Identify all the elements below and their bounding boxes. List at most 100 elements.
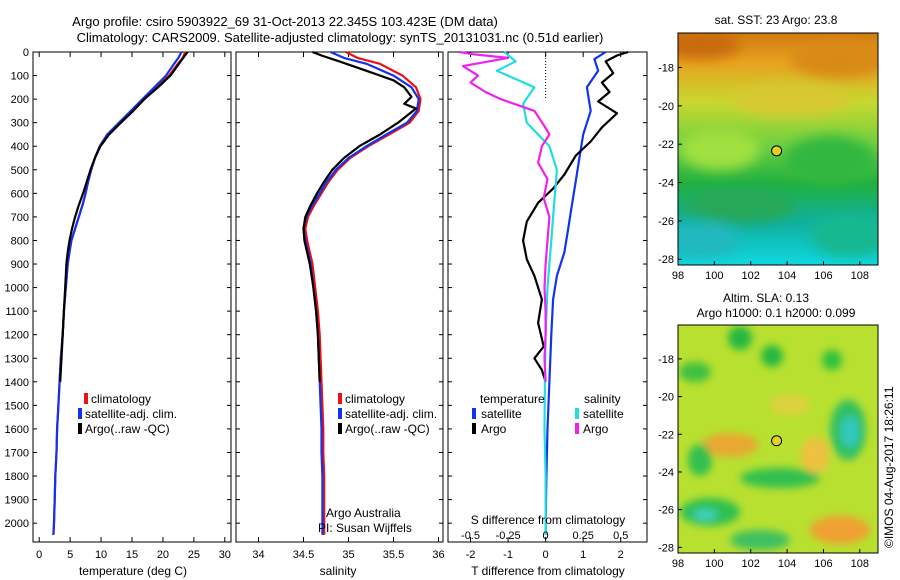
x-tick-label: 0 xyxy=(543,549,549,561)
map-x-tick-label: 106 xyxy=(814,270,832,282)
x-tick-label: -2 xyxy=(466,549,476,561)
legend-swatch-t-satellite xyxy=(472,408,476,419)
map-x-tick-label: 108 xyxy=(851,558,869,570)
salinity-panel-frame xyxy=(235,51,444,543)
depth-tick-label: 200 xyxy=(11,94,29,106)
legend-label-climatology: climatology xyxy=(345,392,405,406)
legend-swatch-s-argo xyxy=(575,423,579,434)
legend-swatch-s-satellite xyxy=(575,408,579,419)
map-x-tick-label: 100 xyxy=(705,270,723,282)
depth-axis: 0 100 200 300 400 500 600 700 800 900 1000 1100 1200… xyxy=(5,47,647,530)
sla-map-title-2: Argo h1000: 0.1 h2000: 0.099 xyxy=(697,306,856,320)
temperature-panel-frame xyxy=(32,51,232,543)
annotation-argo-australia: Argo Australia xyxy=(326,506,401,520)
depth-tick-label: 600 xyxy=(11,188,29,200)
sst-map-image xyxy=(678,33,878,265)
legend-swatch-climatology xyxy=(338,393,342,404)
sla-map-title-1: Altim. SLA: 0.13 xyxy=(723,291,809,305)
salinity-x-axis: 34 34.5 35 35.5 36 xyxy=(252,52,445,561)
series-line-argo xyxy=(302,50,418,382)
annotation-pi: PI: Susan Wijffels xyxy=(318,521,412,535)
s-diff-tick-label: 0.5 xyxy=(613,530,628,542)
legend-title-salinity: salinity xyxy=(584,392,621,406)
map-y-tick-label: -28 xyxy=(658,542,674,554)
depth-tick-label: 1900 xyxy=(5,495,29,507)
legend-label-argo: Argo(..raw -QC) xyxy=(85,422,170,436)
t-diff-xlabel: T difference from climatology xyxy=(471,564,625,578)
map-x-tick-label: 102 xyxy=(742,558,760,570)
x-tick-label: 35 xyxy=(342,549,354,561)
depth-tick-label: 700 xyxy=(11,212,29,224)
s-diff-xlabel: S difference from climatology xyxy=(471,513,626,527)
legend-label-t-argo: Argo xyxy=(481,422,507,436)
temperature-series xyxy=(52,51,189,535)
series-line-s-satellite xyxy=(495,51,559,535)
depth-tick-label: 400 xyxy=(11,141,29,153)
s-diff-tick-labels: -0.5 -0.25 0 0.25 0.5 xyxy=(461,530,628,542)
salinity-legend: climatology satellite-adj. clim. Argo(..… xyxy=(338,392,437,436)
s-diff-tick-label: 0 xyxy=(543,530,549,542)
legend-swatch-climatology xyxy=(84,393,88,404)
map-x-tick-label: 108 xyxy=(851,270,869,282)
map-y-tick-label: -26 xyxy=(658,505,674,517)
s-diff-tick-label: -0.5 xyxy=(461,530,480,542)
depth-tick-label: 1100 xyxy=(5,306,29,318)
temperature-legend: climatology satellite-adj. clim. Argo(..… xyxy=(78,392,177,436)
legend-label-argo: Argo(..raw -QC) xyxy=(345,422,430,436)
map-y-tick-label: -18 xyxy=(658,63,674,75)
sst-map-axes: 98 100 102 104 106 108 -18 -20 -22 -24 -26 -28 xyxy=(658,63,869,282)
difference-legend: temperature salinity satellite Argo sate… xyxy=(472,392,624,436)
series-line-t-satellite xyxy=(544,51,607,535)
legend-label-climatology: climatology xyxy=(91,392,151,406)
depth-tick-label: 900 xyxy=(11,259,29,271)
title-line-2: Climatology: CARS2009. Satellite-adjuste… xyxy=(77,30,604,45)
x-tick-label: 34 xyxy=(252,549,264,561)
temperature-xlabel: temperature (deg C) xyxy=(79,564,187,578)
x-tick-label: 5 xyxy=(67,549,73,561)
temperature-x-axis: 0 5 10 15 20 25 30 xyxy=(36,52,231,561)
map-y-tick-label: -24 xyxy=(658,178,674,190)
legend-swatch-argo xyxy=(338,423,342,434)
legend-swatch-argo xyxy=(78,423,82,434)
map-x-tick-label: 106 xyxy=(814,558,832,570)
series-line-climatology xyxy=(304,51,422,535)
sla-map-image xyxy=(678,325,878,553)
imos-credit: ©IMOS 04-Aug-2017 18:26:11 xyxy=(882,386,896,548)
x-tick-label: 34.5 xyxy=(293,549,314,561)
sla-map-axes: 98 100 102 104 106 108 -18 -20 -22 -24 -26 -28 xyxy=(658,354,869,570)
map-y-tick-label: -20 xyxy=(658,101,674,113)
difference-panel-frame xyxy=(447,51,648,543)
x-tick-label: 10 xyxy=(95,549,107,561)
map-y-tick-label: -28 xyxy=(658,254,674,266)
map-y-tick-label: -22 xyxy=(658,429,674,441)
depth-tick-label: 1500 xyxy=(5,400,29,412)
map-y-tick-label: -18 xyxy=(658,354,674,366)
x-tick-label: 30 xyxy=(219,549,231,561)
sst-map-title: sat. SST: 23 Argo: 23.8 xyxy=(715,13,838,27)
map-x-tick-label: 100 xyxy=(705,558,723,570)
sst-map-frame xyxy=(677,32,879,266)
series-line-satellite-adj-clim- xyxy=(302,50,420,535)
x-tick-label: 35.5 xyxy=(383,549,404,561)
x-tick-label: 25 xyxy=(188,549,200,561)
sst-argo-location-marker xyxy=(771,145,783,157)
depth-tick-label: 1300 xyxy=(5,353,29,365)
depth-tick-label: 1800 xyxy=(5,471,29,483)
depth-tick-label: 1600 xyxy=(5,424,29,436)
x-tick-label: 0 xyxy=(36,549,42,561)
difference-series xyxy=(459,50,629,535)
legend-label-s-satellite: satellite xyxy=(583,407,624,421)
legend-label-satellite: satellite-adj. clim. xyxy=(345,407,437,421)
s-diff-tick-label: 0.25 xyxy=(572,530,593,542)
depth-tick-label: 300 xyxy=(11,118,29,130)
legend-swatch-t-argo xyxy=(472,423,476,434)
legend-swatch-satellite xyxy=(78,408,82,419)
legend-label-satellite: satellite-adj. clim. xyxy=(85,407,177,421)
map-y-tick-label: -26 xyxy=(658,216,674,228)
legend-label-t-satellite: satellite xyxy=(481,407,522,421)
map-x-tick-label: 102 xyxy=(742,270,760,282)
x-tick-label: 2 xyxy=(618,549,624,561)
sla-map-frame xyxy=(677,324,879,554)
map-x-tick-label: 104 xyxy=(778,270,796,282)
